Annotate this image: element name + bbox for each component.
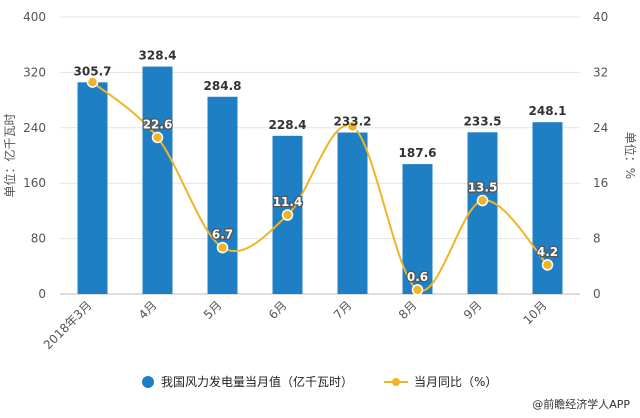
bar-value-label: 228.4	[269, 118, 307, 132]
axis-ticks: 0 0 80 8 160 16 240 24 320 32 400 40 2018年3月 4月 5月 6月 7月…	[23, 10, 608, 352]
line-series	[86, 76, 554, 296]
x-tick-label: 10月	[520, 298, 549, 327]
line-point	[216, 241, 229, 254]
legend-bar-label: 我国风力发电量当月值（亿千瓦时）	[161, 374, 353, 389]
legend-line-label: 当月同比（%）	[414, 375, 497, 389]
y-axis-left-title: 单位：亿千瓦时	[2, 113, 17, 197]
x-tick-label: 5月	[201, 298, 225, 322]
x-tick-label: 4月	[136, 298, 160, 322]
bar	[142, 66, 173, 294]
y-right-tick-label: 0	[593, 287, 601, 301]
bar	[207, 96, 238, 294]
x-tick-label: 2018年3月	[41, 298, 95, 352]
line-point	[281, 209, 294, 221]
bar	[337, 132, 368, 294]
line-value-label: 11.4	[273, 195, 303, 209]
y-right-tick-label: 40	[593, 10, 608, 24]
bar	[402, 164, 433, 294]
data-labels: 305.7 328.4 284.8 228.4 233.2 187.6 233.5 248.1…	[74, 49, 567, 286]
y-axis-right-title: 单位：%	[623, 132, 638, 179]
x-tick-label: 7月	[331, 298, 355, 322]
line-point	[86, 76, 99, 88]
line-value-label: 6.7	[212, 228, 233, 242]
y-right-tick-label: 8	[593, 232, 601, 246]
line-point	[411, 284, 424, 296]
bar-value-label: 305.7	[74, 64, 112, 78]
y-left-tick-label: 0	[38, 287, 46, 301]
y-right-tick-label: 32	[593, 65, 608, 79]
legend-bar-swatch	[142, 376, 154, 388]
bar-value-label: 187.6	[399, 146, 437, 160]
line-value-label: 13.5	[468, 181, 498, 195]
line-point	[151, 131, 164, 144]
source-credit: @前瞻经济学人APP	[532, 398, 630, 411]
line-point	[541, 259, 554, 271]
line-point	[476, 194, 489, 207]
legend: 我国风力发电量当月值（亿千瓦时） 当月同比（%）	[142, 374, 497, 389]
bar	[467, 132, 498, 294]
line-value-label: 4.2	[537, 245, 558, 259]
line-value-label: 0.6	[407, 270, 428, 284]
y-left-tick-label: 320	[23, 65, 46, 79]
line-path	[91, 81, 549, 292]
x-tick-label: 8月	[396, 298, 420, 322]
x-tick-label: 9月	[461, 298, 485, 322]
bar-value-label: 233.2	[334, 115, 372, 129]
y-left-tick-label: 80	[31, 232, 46, 246]
y-right-tick-label: 24	[593, 121, 608, 135]
bar-value-label: 248.1	[529, 104, 567, 118]
bar-value-label: 284.8	[204, 79, 242, 93]
y-right-tick-label: 16	[593, 176, 608, 190]
line-value-label: 22.6	[143, 117, 173, 131]
bar	[77, 82, 108, 294]
legend-line-marker	[392, 378, 400, 386]
y-left-tick-label: 400	[23, 10, 46, 24]
x-tick-label: 6月	[266, 298, 290, 322]
bar-value-label: 328.4	[139, 49, 177, 63]
line-point	[346, 120, 359, 133]
y-left-tick-label: 160	[23, 176, 46, 190]
bar-value-label: 233.5	[464, 114, 502, 128]
y-left-tick-label: 240	[23, 121, 46, 135]
